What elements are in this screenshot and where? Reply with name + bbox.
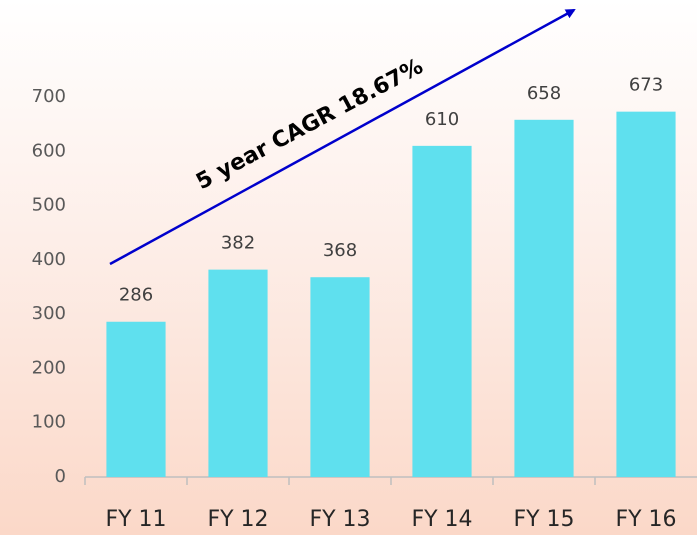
- bar: [310, 277, 370, 477]
- y-tick-label: 700: [32, 86, 66, 107]
- x-tick-label: FY 12: [207, 507, 268, 532]
- bar: [106, 321, 166, 477]
- y-tick-label: 100: [32, 412, 66, 433]
- data-label: 610: [425, 109, 459, 130]
- data-label: 286: [119, 285, 153, 306]
- x-tick-label: FY 14: [411, 507, 472, 532]
- x-tick-label: FY 16: [615, 507, 676, 532]
- y-tick-label: 400: [32, 249, 66, 270]
- bar: [208, 269, 268, 477]
- y-tick-label: 500: [32, 195, 66, 216]
- bar: [616, 111, 676, 478]
- data-label: 368: [323, 240, 357, 261]
- y-tick-label: 600: [32, 140, 66, 161]
- y-tick-label: 200: [32, 357, 66, 378]
- data-label: 382: [221, 233, 255, 254]
- data-label: 658: [527, 83, 561, 104]
- arrow: [109, 8, 576, 266]
- y-tick-label: 300: [32, 303, 66, 324]
- data-label: 673: [629, 75, 663, 96]
- bar: [412, 145, 472, 477]
- bar: [514, 119, 574, 478]
- y-tick-label: 0: [55, 466, 66, 487]
- x-tick-label: FY 11: [105, 507, 166, 532]
- x-tick-label: FY 13: [309, 507, 370, 532]
- x-tick-label: FY 15: [513, 507, 574, 532]
